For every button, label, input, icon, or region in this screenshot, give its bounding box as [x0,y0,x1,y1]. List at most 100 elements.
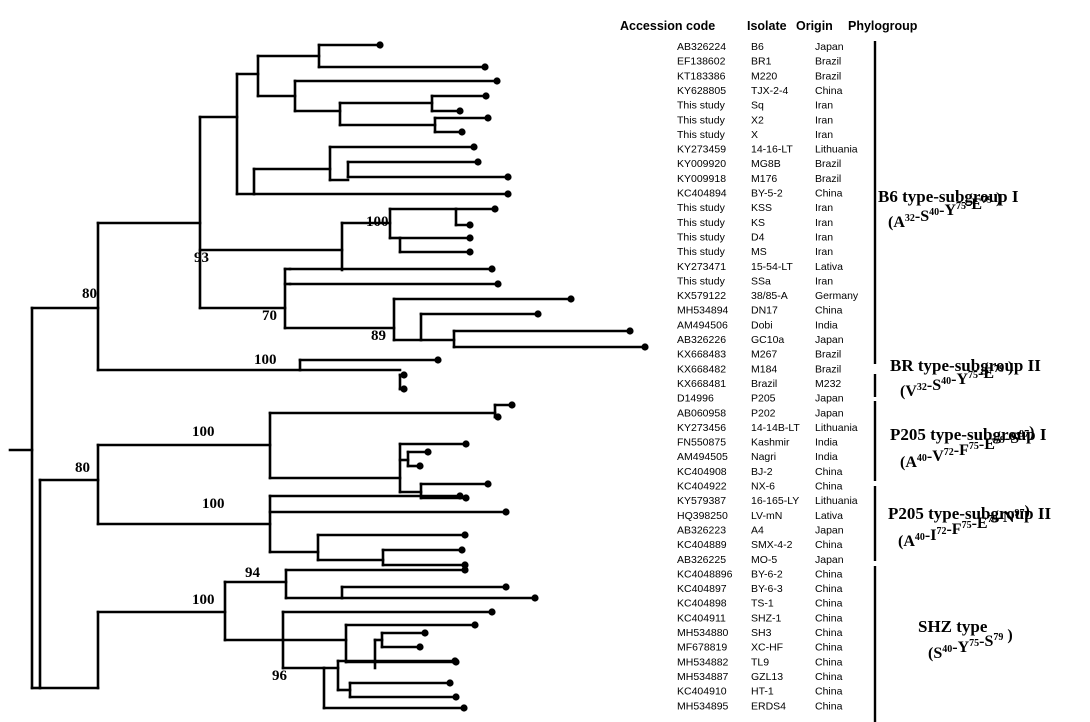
isolate-name: BY-6-3 [751,583,783,595]
isolate-origin: Brazil [815,349,841,361]
accession-code: D14996 [677,393,714,405]
isolate-origin: Iran [815,275,833,287]
motif-position: 40 [941,376,951,387]
table-row: KX668481 Brazil M232 [677,378,841,390]
isolate-name: SHZ-1 [751,612,781,624]
isolate-origin: China [815,671,843,683]
bootstrap-value: 94 [245,565,261,581]
motif-residue: ) [992,190,1001,207]
accession-code: This study [677,231,726,243]
table-row: This study D4 Iran [677,231,833,243]
motif-residue: A [893,214,905,231]
table-row: MH534895 ERDS4 China [677,700,843,712]
isolate-name: MO-5 [751,554,777,566]
isolate-origin: China [815,583,843,595]
accession-code: KX668481 [677,378,726,390]
header-origin: Origin [796,19,833,33]
leaf-node [508,401,516,409]
motif-position: 32 [917,382,927,393]
accession-code: FN550875 [677,437,726,449]
leaf-node [462,494,470,502]
table-row: KC404897 BY-6-3 China [677,583,843,595]
phylogroup-title: BR type-subgroup II [890,356,1041,375]
motif-position: 40 [917,453,927,464]
leaf-node [494,280,502,288]
table-row: AB326224 B6 Japan [677,41,844,53]
table-row: AM494505 Nagri India [677,451,838,463]
motif-residue: -N [998,509,1015,526]
table-row: KC404922 NX-6 China [677,481,843,493]
motif-residue: V [905,383,917,400]
table-row: KY579387 16-165-LY Lithuania [677,495,858,507]
isolate-name: BY-6-2 [751,568,783,580]
table-row: This study X2 Iran [677,114,833,126]
isolate-origin: Japan [815,554,844,566]
leaf-node [451,657,459,665]
motif-position: 79 [994,364,1004,375]
motif-residue: A [905,454,917,471]
leaf-node [488,608,496,616]
phylogroup-2: BR type-subgroup II(V32-S40-Y75-E79 ) [873,356,1041,400]
table-row: This study X Iran [677,129,833,141]
accession-code: KY273471 [677,261,726,273]
leaf-node [400,385,408,393]
motif-open-paren: ( [928,645,933,662]
motif-residue: ) [1003,627,1012,644]
motif-residue: ) [1004,359,1013,376]
accession-code: KC404908 [677,466,727,478]
table-row: KC404894 BY-5-2 China [677,188,843,200]
isolate-name: SSa [751,275,771,287]
leaf-node [482,92,490,100]
table-row: AB060958 P202 Japan [677,407,844,419]
motif-residue: -S [1005,430,1019,447]
accession-code: This study [677,114,726,126]
motif-residue: ) [1024,503,1029,520]
isolate-origin: Iran [815,100,833,112]
motif-position: 79 [995,435,1005,446]
header-isolate: Isolate [747,19,787,33]
accession-code: KX579122 [677,290,726,302]
accession-code: KC404897 [677,583,727,595]
leaf-node [641,343,649,351]
table-row: This study KSS Iran [677,202,833,214]
leaf-node [626,327,634,335]
leaf-node [494,413,502,421]
motif-position: 75 [956,201,966,212]
motif-open-paren: ( [888,214,893,231]
table-row: KC404911 SHZ-1 China [677,612,843,624]
isolate-name: X2 [751,114,764,126]
isolate-name: TJX-2-4 [751,85,789,97]
phylogroup-annotations: B6 type-subgroup I(A32-S40-Y75-E79 )BR t… [873,41,1051,722]
motif-residue: -I [925,527,937,544]
isolate-origin: India [815,437,838,449]
table-row: AB326225 MO-5 Japan [677,554,844,566]
isolate-name: LV-mN [751,510,782,522]
accession-code: EF138602 [677,56,726,68]
leaf-node [461,566,469,574]
isolate-origin: Brazil [815,56,841,68]
motif-residue: -Y [952,639,969,656]
leaf-node [456,107,464,115]
table-row: AB326223 A4 Japan [677,524,844,536]
leaf-node [567,295,575,303]
leaf-node [421,629,429,637]
motif-position: 79 [988,514,998,525]
isolate-name: Sq [751,100,764,112]
motif-residue: -V [927,448,944,465]
table-row: KC404898 TS-1 China [677,598,843,610]
bootstrap-value: 80 [82,286,97,302]
leaf-node [461,531,469,539]
leaf-node [493,77,501,85]
isolate-name: SH3 [751,627,772,639]
table-row: KX579122 38/85-A Germany [677,290,859,302]
accession-code: KY273456 [677,422,726,434]
bootstrap-value: 80 [75,460,90,476]
isolate-name: Dobi [751,319,773,331]
phylogroup-1: B6 type-subgroup I(A32-S40-Y75-E79 ) [873,41,1019,364]
motif-position: 75 [962,520,972,531]
leaf-node [471,621,479,629]
isolate-name: A4 [751,524,764,536]
leaf-node [458,546,466,554]
isolate-origin: China [815,305,843,317]
table-row: This study MS Iran [677,246,833,258]
